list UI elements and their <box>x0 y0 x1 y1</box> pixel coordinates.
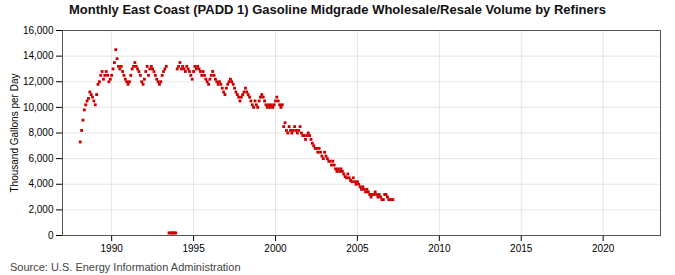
svg-text:2005: 2005 <box>346 243 369 254</box>
svg-text:8,000: 8,000 <box>28 127 53 138</box>
html-text:Monthly East Coast (PADD 1) Ga: Monthly East Coast (PADD 1) Gasoline Mid… <box>69 2 606 17</box>
html-text:Source: U.S. Energy Informatio: Source: U.S. Energy Information Administ… <box>10 261 241 273</box>
svg-text:2,000: 2,000 <box>28 204 53 215</box>
svg-text:10,000: 10,000 <box>23 102 54 113</box>
svg-text:4,000: 4,000 <box>28 178 53 189</box>
svg-text:0: 0 <box>48 230 54 241</box>
svg-text:1990: 1990 <box>101 243 124 254</box>
svg-text:2010: 2010 <box>428 243 451 254</box>
svg-text:1995: 1995 <box>182 243 205 254</box>
svg-text:16,000: 16,000 <box>23 25 54 36</box>
svg-text:2015: 2015 <box>510 243 533 254</box>
svg-text:Thousand Gallons per Day: Thousand Gallons per Day <box>9 74 20 193</box>
svg-text:2000: 2000 <box>264 243 287 254</box>
svg-text:14,000: 14,000 <box>23 50 54 61</box>
svg-text:2020: 2020 <box>592 243 615 254</box>
svg-text:6,000: 6,000 <box>28 153 53 164</box>
svg-text:12,000: 12,000 <box>23 76 54 87</box>
